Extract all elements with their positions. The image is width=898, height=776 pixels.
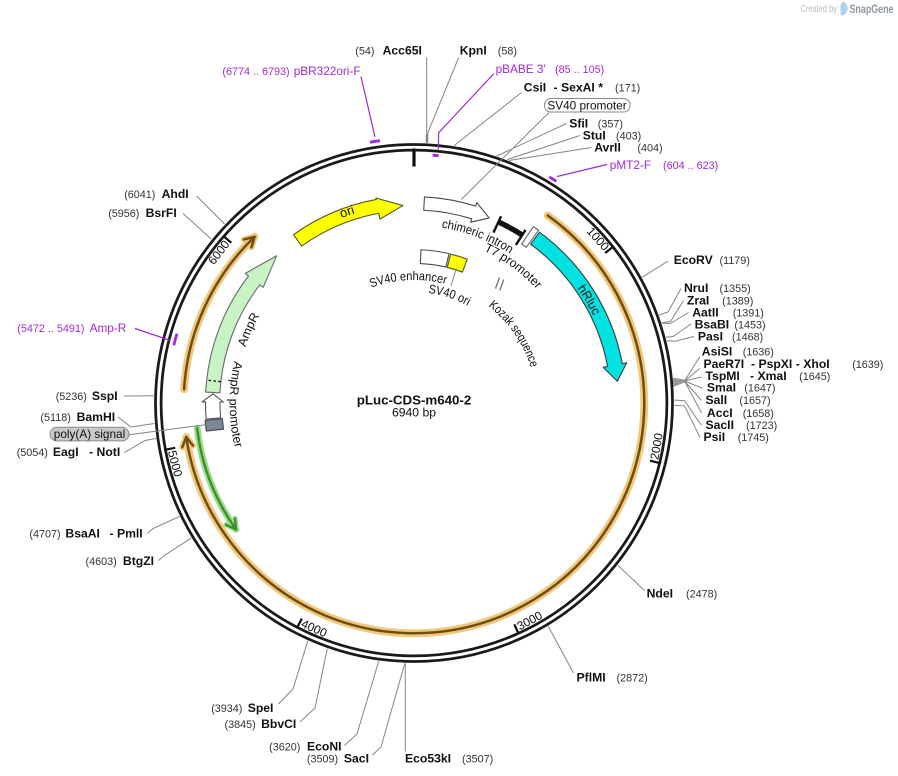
svg-text:AvrII: AvrII	[594, 140, 621, 154]
svg-text:(85 .. 105): (85 .. 105)	[555, 64, 604, 76]
svg-text:(1355): (1355)	[720, 283, 751, 295]
svg-text:(3509): (3509)	[307, 754, 338, 766]
svg-text:- SexAI *: - SexAI *	[554, 80, 604, 94]
svg-text:- XhoI: - XhoI	[796, 357, 830, 371]
svg-text:KpnI: KpnI	[460, 43, 487, 57]
svg-text:(3845): (3845)	[225, 719, 256, 731]
svg-text:NdeI: NdeI	[647, 587, 673, 601]
svg-text:(357): (357)	[598, 118, 623, 130]
svg-text:SacI: SacI	[344, 752, 369, 766]
svg-text:AccI: AccI	[707, 406, 733, 420]
svg-text:Eco53kI: Eco53kI	[405, 752, 451, 766]
svg-text:EcoRV: EcoRV	[674, 253, 714, 267]
svg-text:AatII: AatII	[692, 306, 718, 320]
svg-text:BsrFI: BsrFI	[146, 206, 177, 220]
svg-text:TspMI: TspMI	[706, 369, 740, 383]
svg-text:Amp-R: Amp-R	[90, 321, 127, 335]
svg-text:(1657): (1657)	[739, 395, 770, 407]
svg-text:(604 .. 623): (604 .. 623)	[663, 160, 718, 172]
svg-text:(1389): (1389)	[722, 296, 753, 308]
svg-text:(1468): (1468)	[732, 332, 763, 344]
svg-text:pBABE 3': pBABE 3'	[496, 62, 546, 76]
svg-text:(6041): (6041)	[124, 189, 155, 201]
svg-text:PasI: PasI	[698, 330, 723, 344]
svg-text:EcoNI: EcoNI	[307, 740, 342, 754]
svg-text:PaeR7I: PaeR7I	[704, 357, 745, 371]
svg-text:AsiSI: AsiSI	[702, 344, 732, 358]
svg-text:(403): (403)	[616, 130, 641, 142]
svg-text:(6774 .. 6793): (6774 .. 6793)	[222, 66, 289, 78]
svg-text:(5054): (5054)	[17, 447, 48, 459]
svg-text:BtgZI: BtgZI	[123, 554, 154, 568]
svg-text:pMT2-F: pMT2-F	[610, 158, 651, 172]
svg-text:ZraI: ZraI	[687, 294, 709, 308]
svg-text:(1179): (1179)	[720, 255, 750, 267]
svg-text:BsaAI: BsaAI	[65, 526, 100, 540]
svg-text:AhdI: AhdI	[162, 187, 189, 201]
svg-text:BamHI: BamHI	[77, 410, 116, 424]
svg-text:6940 bp: 6940 bp	[392, 406, 436, 420]
svg-text:(5118): (5118)	[40, 412, 70, 424]
svg-text:(2872): (2872)	[617, 673, 648, 685]
svg-text:(4707): (4707)	[29, 528, 60, 540]
svg-text:SspI: SspI	[92, 389, 118, 403]
svg-text:(5236): (5236)	[56, 391, 87, 403]
svg-text:(171): (171)	[615, 82, 640, 94]
svg-text:(2478): (2478)	[686, 589, 717, 601]
svg-text:(1639): (1639)	[852, 359, 883, 371]
svg-text:(1658): (1658)	[743, 408, 774, 420]
svg-text:(3507): (3507)	[462, 754, 493, 766]
svg-text:SV40 promoter: SV40 promoter	[547, 99, 626, 113]
svg-text:(3934): (3934)	[211, 703, 242, 715]
svg-text:PflMI: PflMI	[577, 671, 606, 685]
svg-text:(1647): (1647)	[744, 383, 775, 395]
svg-text:SacII: SacII	[706, 418, 734, 432]
svg-text:(4603): (4603)	[86, 556, 117, 568]
svg-text:(1723): (1723)	[746, 420, 777, 432]
svg-text:NruI: NruI	[684, 281, 708, 295]
svg-text:EagI: EagI	[53, 445, 79, 459]
svg-text:(1745): (1745)	[738, 432, 769, 444]
svg-text:SnapGene: SnapGene	[850, 2, 894, 16]
svg-text:5000: 5000	[165, 449, 185, 479]
svg-text:pBR322ori-F: pBR322ori-F	[294, 64, 361, 78]
svg-text:(1453): (1453)	[734, 320, 765, 332]
svg-text:SmaI: SmaI	[707, 381, 736, 395]
svg-text:(1645): (1645)	[799, 371, 830, 383]
svg-text:SfiI: SfiI	[569, 116, 588, 130]
svg-text:(1636): (1636)	[743, 346, 774, 358]
svg-text:- XmaI: - XmaI	[750, 369, 787, 383]
svg-text:SalI: SalI	[706, 393, 728, 407]
svg-text:CsiI: CsiI	[524, 80, 546, 94]
svg-text:BsaBI: BsaBI	[695, 318, 730, 332]
svg-text:poly(A) signal: poly(A) signal	[54, 427, 125, 441]
svg-text:(5956): (5956)	[108, 208, 139, 220]
svg-text:(404): (404)	[637, 142, 662, 154]
svg-text:PsiI: PsiI	[704, 430, 726, 444]
svg-text:(1391): (1391)	[733, 308, 764, 320]
svg-text:Acc65I: Acc65I	[383, 43, 422, 57]
svg-text:- PspXI: - PspXI	[751, 357, 792, 371]
svg-text:SpeI: SpeI	[248, 701, 274, 715]
svg-text:AmpR promoter: AmpR promoter	[226, 360, 245, 449]
svg-text:(5472 .. 5491): (5472 .. 5491)	[17, 323, 84, 335]
svg-text:pLuc-CDS-m640-2: pLuc-CDS-m640-2	[357, 393, 472, 408]
svg-text:BbvCI: BbvCI	[261, 717, 296, 731]
svg-text:(54): (54)	[355, 45, 374, 57]
svg-text:StuI: StuI	[583, 128, 606, 142]
svg-text:2000: 2000	[647, 432, 666, 461]
svg-text:- NotI: - NotI	[89, 445, 120, 459]
svg-text:- PmlI: - PmlI	[110, 526, 143, 540]
svg-text:Created by: Created by	[801, 3, 838, 15]
svg-text:(3620): (3620)	[269, 742, 300, 754]
svg-text:(58): (58)	[498, 45, 517, 57]
